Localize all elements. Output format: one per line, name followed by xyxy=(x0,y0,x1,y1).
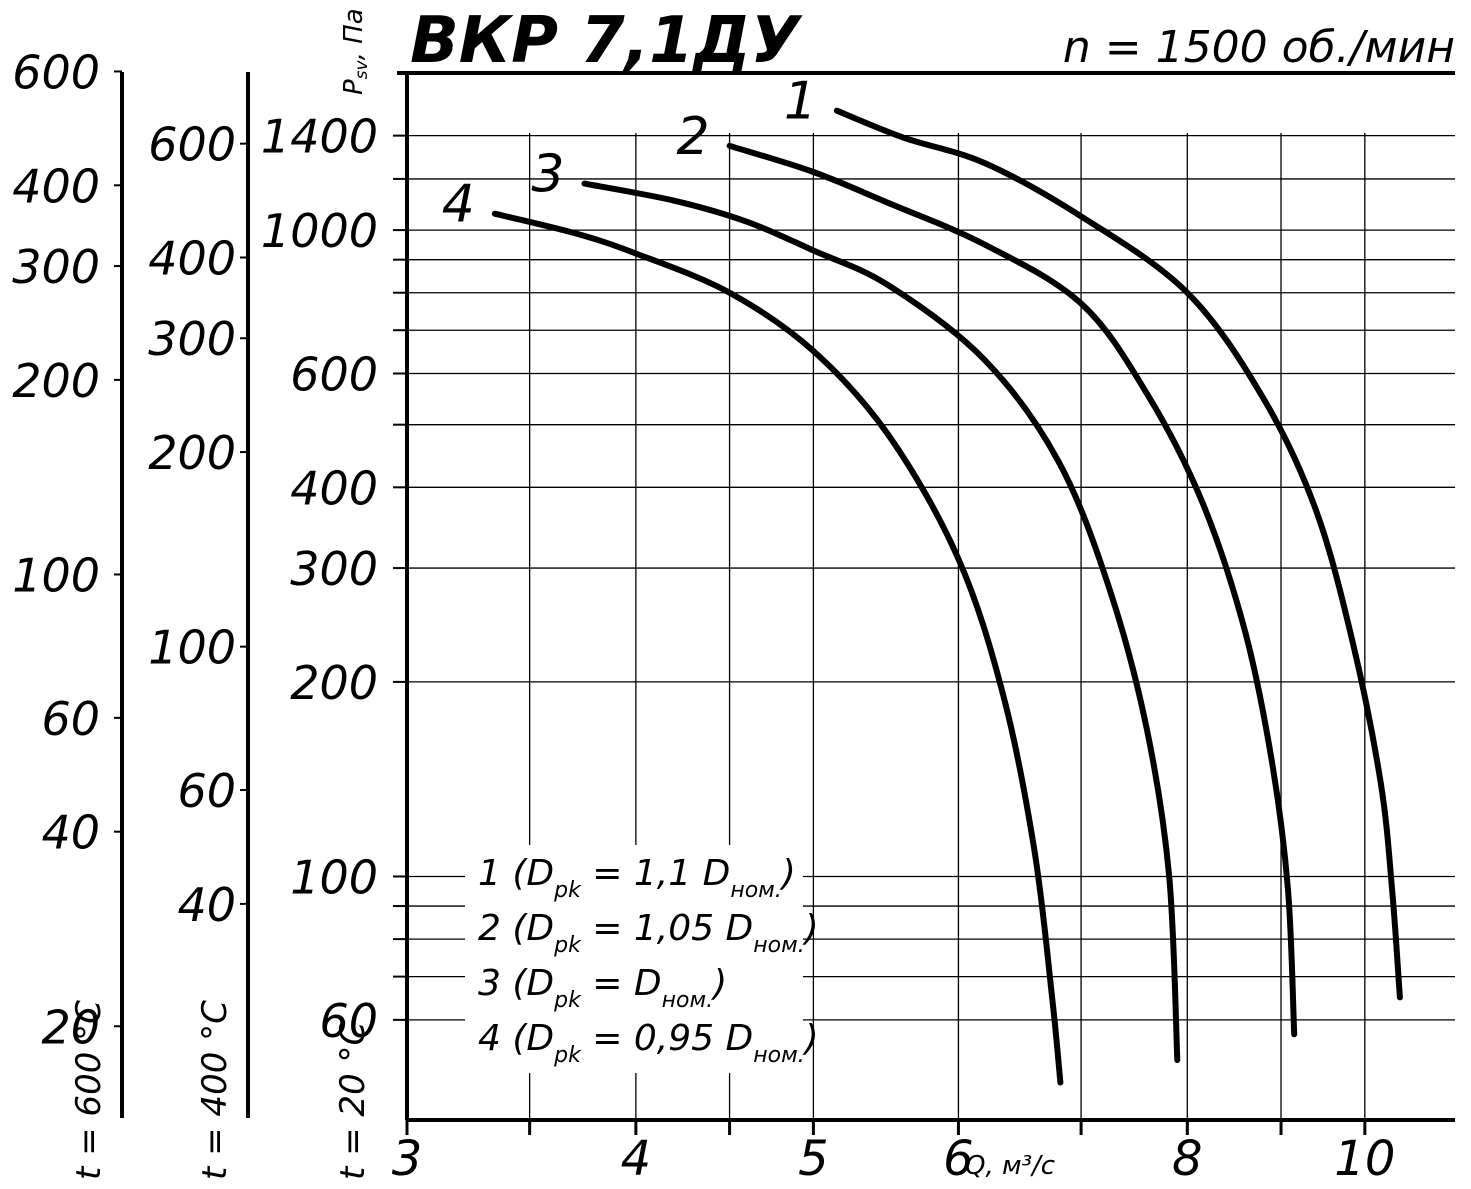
temperature-scale-label: 400 xyxy=(12,159,100,213)
chart-title: ВКР 7,1ДУ xyxy=(410,4,803,78)
chart-subtitle: n = 1500 об./мин xyxy=(1063,22,1455,73)
performance-curves: 1 2 34 xyxy=(442,72,1403,1086)
y-axis-label-symbol: P xyxy=(339,79,369,95)
y-axis-label-unit: , Па xyxy=(339,8,369,60)
x-tick-label: 5 xyxy=(798,1131,829,1187)
legend-entry-part: pk xyxy=(553,1043,582,1068)
curve-label-4: 4 xyxy=(442,175,475,235)
y-tick-label: 600 xyxy=(290,347,378,401)
temperature-scale-label: 40 xyxy=(177,878,236,932)
legend-entry-part: = D xyxy=(581,963,662,1004)
legend-entry-part: pk xyxy=(553,933,582,958)
y-tick-label: 400 xyxy=(290,461,378,515)
x-tick-label: 3 xyxy=(392,1131,423,1187)
temperature-scales: 40 60 100 200 300 400 600 t = 400 °С 20 40 60 100 20… xyxy=(12,45,250,1180)
legend-background xyxy=(465,845,803,1073)
legend-entry-part: 2 (D xyxy=(478,908,554,949)
x-tick-label: 4 xyxy=(621,1131,652,1187)
y-axis-label-subscript: sv xyxy=(352,59,372,79)
legend-entry-part: = 0,95 D xyxy=(581,1018,753,1059)
legend-entry-part: ном. xyxy=(753,933,804,958)
legend-entry-part: ) xyxy=(802,908,819,949)
legend: 1 (Dpk = 1,1 Dном.)2 (Dpk = 1,05 Dном.)3… xyxy=(465,845,819,1073)
legend-entry-part: = 1,05 D xyxy=(581,908,753,949)
curve-1 xyxy=(833,107,1403,1001)
y-tick-label: 200 xyxy=(290,656,378,710)
legend-entry-part: ном. xyxy=(662,988,713,1013)
x-tick-label: 10 xyxy=(1334,1131,1395,1187)
temperature-scale-label: 400 xyxy=(148,231,236,285)
temperature-scale-label: 60 xyxy=(41,692,100,746)
curve-label-1: 1 xyxy=(784,72,817,132)
y-tick-label: 60 xyxy=(319,994,378,1048)
y-tick-label: 300 xyxy=(290,542,378,596)
curve-3 xyxy=(581,180,1181,1063)
x-axis-label: Q, м³/с xyxy=(965,1151,1055,1181)
legend-entry-3: 3 (Dpk = Dном.) xyxy=(478,963,727,1013)
legend-entry-part: 3 (D xyxy=(478,963,554,1004)
legend-entry-part: ) xyxy=(802,1018,819,1059)
legend-entry-part: ) xyxy=(710,963,727,1004)
temperature-scale-label: 600 xyxy=(148,118,236,172)
curve-label-3: 3 xyxy=(531,145,564,205)
temperature-scale-label: 200 xyxy=(12,354,100,408)
legend-entry-part: pk xyxy=(553,988,582,1013)
temperature-scale-label: 40 xyxy=(41,806,100,860)
temperature-scale-label: 100 xyxy=(12,548,100,602)
temperature-scale-label: 600 xyxy=(12,45,100,99)
curve-4 xyxy=(491,210,1064,1086)
svg-text:Psv, Па: Psv, Па xyxy=(339,8,372,95)
temperature-scale-title: t = 400 °С xyxy=(195,1000,235,1180)
legend-entry-part: ном. xyxy=(730,878,781,903)
temperature-scale-label: 100 xyxy=(148,621,236,675)
y-tick-label: 100 xyxy=(290,850,378,904)
curve-label-2: 2 xyxy=(676,107,709,167)
y-tick-label: 1400 xyxy=(261,110,378,164)
x-tick-label: 8 xyxy=(1172,1131,1203,1187)
legend-entry-part: 4 (D xyxy=(478,1018,554,1059)
legend-entry-part: 1 (D xyxy=(478,853,554,894)
legend-entry-part: pk xyxy=(553,878,582,903)
legend-entry-4: 4 (Dpk = 0,95 Dном.) xyxy=(478,1018,819,1068)
temperature-scale-label: 60 xyxy=(177,764,236,818)
legend-entry-2: 2 (Dpk = 1,05 Dном.) xyxy=(478,908,819,958)
y-tick-label: 1000 xyxy=(261,204,378,258)
x-tick-label: 6 xyxy=(943,1131,974,1187)
temperature-scale-label: 300 xyxy=(12,240,100,294)
y-axis-label: Psv, Па xyxy=(339,8,372,95)
temperature-scale-title: t = 600 °С xyxy=(69,1000,109,1180)
t20-scale-label: t = 20 °С xyxy=(333,1021,373,1180)
legend-entry-1: 1 (Dpk = 1,1 Dном.) xyxy=(478,853,796,903)
temperature-scale-label: 300 xyxy=(148,312,236,366)
curve-2 xyxy=(726,142,1298,1038)
legend-entry-part: = 1,1 D xyxy=(581,853,730,894)
temperature-scale-label: 200 xyxy=(148,426,236,480)
legend-entry-part: ном. xyxy=(753,1043,804,1068)
legend-entry-part: ) xyxy=(779,853,796,894)
temperature-scale-label: 20 xyxy=(41,1000,100,1054)
